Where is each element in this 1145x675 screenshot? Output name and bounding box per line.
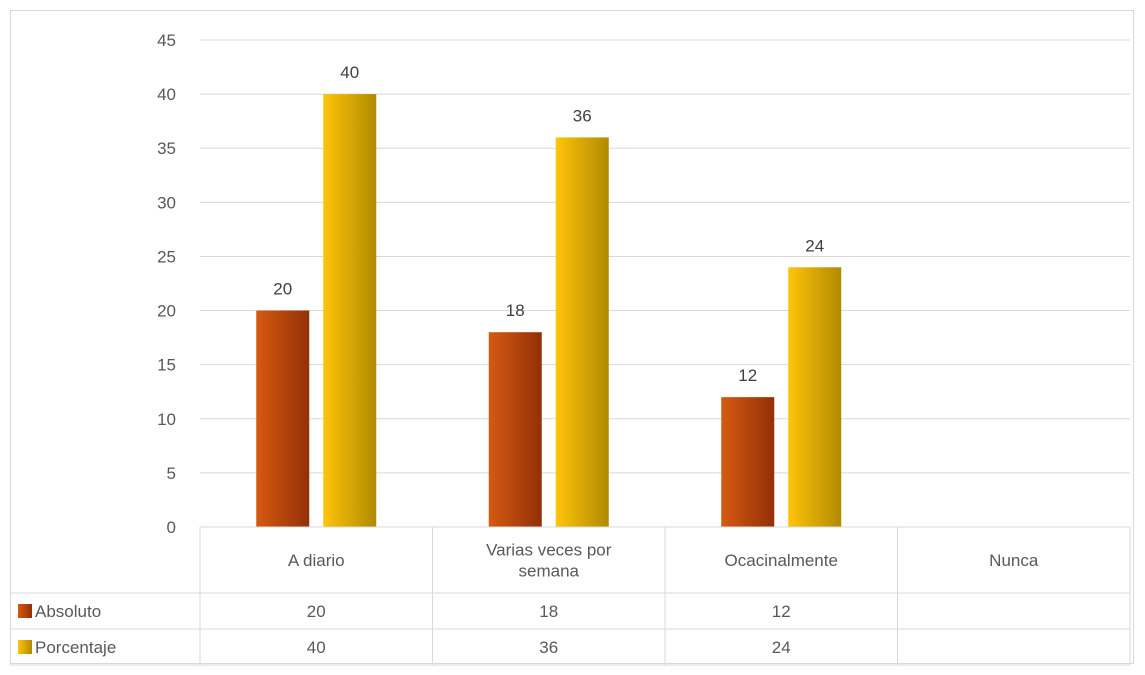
data-label: 18 <box>506 301 525 320</box>
table-cell-value: 18 <box>539 602 558 621</box>
y-tick-label: 15 <box>157 356 176 375</box>
table-cell-value: 24 <box>772 638 791 657</box>
data-label: 20 <box>273 280 292 299</box>
x-category-label: Ocacinalmente <box>725 551 838 570</box>
table-cell-value: 20 <box>307 602 326 621</box>
data-label: 24 <box>805 236 824 255</box>
y-tick-label: 40 <box>157 85 176 104</box>
y-tick-label: 10 <box>157 410 176 429</box>
y-tick-label: 5 <box>167 464 176 483</box>
bar-absoluto-2 <box>721 397 775 527</box>
table-cell-value: 40 <box>307 638 326 657</box>
y-tick-label: 20 <box>157 302 176 321</box>
x-category-label: Nunca <box>989 551 1039 570</box>
y-tick-label: 30 <box>157 193 176 212</box>
bar-porcentaje-1 <box>555 137 609 527</box>
legend-label-porcentaje: Porcentaje <box>35 638 116 657</box>
chart-frame <box>10 10 1134 664</box>
y-tick-label: 25 <box>157 247 176 266</box>
x-category-label: Varias veces por <box>486 541 612 560</box>
table-cell-value: 36 <box>539 638 558 657</box>
x-category-label: A diario <box>288 551 345 570</box>
bar-absoluto-1 <box>488 332 542 527</box>
bar-porcentaje-0 <box>323 94 377 527</box>
table-cell-value: 12 <box>772 602 791 621</box>
data-label: 40 <box>340 63 359 82</box>
x-category-label: semana <box>519 562 580 581</box>
bar-absoluto-0 <box>256 310 310 527</box>
y-tick-label: 35 <box>157 139 176 158</box>
data-label: 12 <box>738 366 757 385</box>
data-label: 36 <box>573 106 592 125</box>
legend-key-absoluto <box>18 604 32 618</box>
legend-label-absoluto: Absoluto <box>35 602 101 621</box>
y-tick-label: 0 <box>167 518 176 537</box>
bar-porcentaje-2 <box>788 267 842 527</box>
legend-key-porcentaje <box>18 640 32 654</box>
y-tick-label: 45 <box>157 31 176 50</box>
